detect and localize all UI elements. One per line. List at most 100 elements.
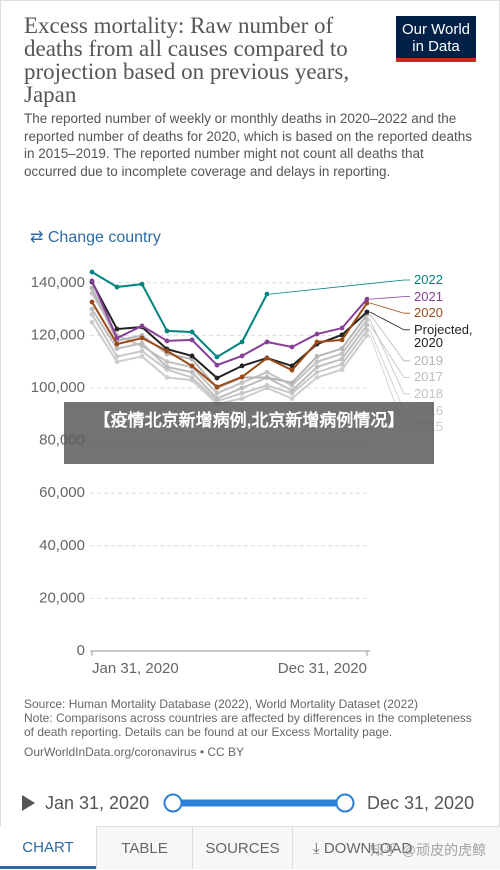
y-tick-label: 140,000 bbox=[31, 274, 85, 291]
logo[interactable]: Our World in Data bbox=[396, 16, 476, 62]
point bbox=[189, 375, 195, 380]
series-line bbox=[91, 301, 368, 389]
series-line bbox=[91, 280, 368, 367]
point bbox=[239, 374, 245, 380]
change-country-text: Change country bbox=[47, 229, 161, 246]
y-tick-label: 0 bbox=[77, 642, 85, 659]
y-tick-label: 40,000 bbox=[39, 537, 85, 554]
tab-text: DOWNLOAD bbox=[323, 840, 413, 857]
legend-label[interactable]: 2019 bbox=[414, 352, 443, 368]
sources: Source: Human Mortality Database (2022),… bbox=[24, 697, 474, 759]
swap-icon: ⇄ bbox=[30, 229, 44, 246]
point bbox=[364, 309, 370, 315]
chart-title: Excess mortality: Raw number of deaths f… bbox=[24, 13, 350, 107]
link[interactable]: OurWorldInData.org/coronavirus • CC BY bbox=[24, 745, 245, 759]
legend-connector bbox=[369, 302, 410, 314]
point bbox=[214, 375, 220, 381]
point bbox=[214, 390, 220, 396]
point bbox=[189, 369, 195, 375]
point bbox=[339, 346, 345, 351]
point bbox=[239, 385, 245, 391]
y-tick-label: 120,000 bbox=[31, 326, 85, 343]
point bbox=[289, 344, 295, 350]
series-line bbox=[91, 313, 368, 403]
legend-connector bbox=[369, 314, 410, 362]
timeline[interactable]: Jan 31, 2020 Dec 31, 2020 bbox=[0, 785, 500, 821]
change-country[interactable]: ⇄ Change country bbox=[30, 227, 161, 247]
point bbox=[114, 284, 120, 290]
tab[interactable]: ⤓ DOWNLOAD bbox=[292, 826, 500, 869]
point bbox=[189, 353, 195, 359]
legend-label[interactable]: 2020 bbox=[414, 305, 443, 321]
point bbox=[139, 354, 145, 359]
point bbox=[289, 367, 295, 373]
point bbox=[89, 278, 95, 284]
point bbox=[364, 322, 370, 328]
point bbox=[164, 364, 170, 370]
point bbox=[364, 327, 370, 333]
point bbox=[239, 396, 245, 401]
point bbox=[164, 348, 170, 354]
series-line bbox=[91, 308, 368, 400]
point bbox=[364, 317, 370, 323]
play-button[interactable] bbox=[22, 795, 35, 811]
point bbox=[139, 323, 145, 329]
point bbox=[339, 356, 345, 362]
point bbox=[89, 269, 95, 275]
point bbox=[114, 326, 120, 332]
point bbox=[139, 348, 145, 354]
point bbox=[214, 354, 220, 360]
legend-label[interactable]: 2021 bbox=[414, 288, 443, 304]
point bbox=[339, 325, 345, 331]
point bbox=[114, 354, 120, 359]
point bbox=[339, 337, 345, 343]
y-tick-label: 60,000 bbox=[39, 484, 85, 501]
point bbox=[139, 281, 145, 287]
download-icon: ⤓ bbox=[313, 840, 324, 857]
point bbox=[264, 355, 270, 361]
timeline-start: Jan 31, 2020 bbox=[45, 793, 149, 813]
series-line bbox=[91, 271, 268, 359]
logo-text: Our World bbox=[401, 21, 471, 38]
point bbox=[114, 341, 120, 347]
point bbox=[139, 340, 145, 346]
point bbox=[164, 375, 170, 380]
point bbox=[264, 369, 270, 375]
point bbox=[189, 363, 195, 369]
point bbox=[214, 396, 220, 401]
x-tick-label: Jan 31, 2020 bbox=[92, 660, 179, 677]
tab[interactable]: SOURCES bbox=[192, 826, 292, 869]
point bbox=[289, 388, 295, 394]
point bbox=[314, 369, 320, 375]
point bbox=[139, 335, 145, 341]
point bbox=[264, 382, 270, 388]
x-tick-label: Dec 31, 2020 bbox=[278, 660, 367, 677]
point bbox=[89, 299, 95, 305]
point bbox=[339, 332, 345, 338]
watermark: 知乎 @顽皮的虎鲸 bbox=[370, 842, 487, 858]
point bbox=[114, 335, 120, 341]
tab[interactable]: CHART bbox=[0, 826, 96, 869]
point bbox=[114, 346, 120, 351]
point bbox=[89, 306, 95, 312]
point bbox=[239, 390, 245, 396]
point bbox=[314, 364, 320, 370]
y-tick-label: 100,000 bbox=[31, 379, 85, 396]
point bbox=[189, 329, 195, 335]
timeline-handle[interactable] bbox=[163, 793, 183, 813]
timeline-handle[interactable] bbox=[335, 793, 355, 813]
legend-label[interactable]: Projected, 2020 bbox=[414, 321, 473, 350]
point bbox=[264, 339, 270, 345]
point bbox=[339, 367, 345, 372]
point bbox=[164, 338, 170, 344]
point bbox=[339, 351, 345, 357]
timeline-end: Dec 31, 2020 bbox=[367, 793, 474, 813]
point bbox=[239, 380, 245, 386]
point bbox=[239, 353, 245, 359]
tab[interactable]: TABLE bbox=[96, 826, 192, 869]
point bbox=[214, 362, 220, 368]
series-line bbox=[91, 321, 368, 405]
legend-label[interactable]: 2022 bbox=[414, 272, 443, 287]
legend-label[interactable]: 2017 bbox=[414, 369, 443, 385]
legend-label[interactable]: 2018 bbox=[414, 386, 443, 401]
